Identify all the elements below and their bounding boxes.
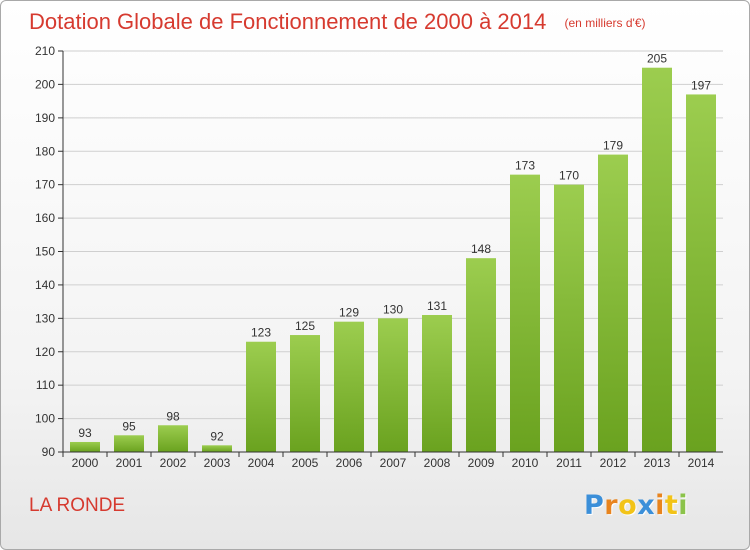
bar-2000 bbox=[70, 441, 100, 452]
logo-letter: r bbox=[604, 490, 619, 521]
chart-title-text: Dotation Globale de Fonctionnement de 20… bbox=[29, 9, 547, 34]
bar-2001 bbox=[114, 435, 144, 452]
bar-2012 bbox=[598, 154, 628, 452]
logo-letter: i bbox=[655, 490, 665, 521]
value-label-2005: 125 bbox=[295, 319, 315, 333]
value-label-2001: 95 bbox=[122, 419, 136, 433]
value-label-2013: 205 bbox=[647, 52, 667, 66]
value-label-2008: 131 bbox=[427, 299, 447, 313]
bar-2013 bbox=[642, 67, 672, 452]
bar-2011 bbox=[554, 184, 584, 452]
x-tick-label-2001: 2001 bbox=[116, 456, 143, 470]
y-tick-label: 120 bbox=[35, 345, 55, 359]
x-tick-label-2003: 2003 bbox=[204, 456, 231, 470]
x-tick-label-2000: 2000 bbox=[72, 456, 99, 470]
y-tick-label: 90 bbox=[42, 445, 56, 459]
x-tick-label-2009: 2009 bbox=[468, 456, 495, 470]
labels: 90 100 110 120 130 140 150 160 170 180 190 200 210 93… bbox=[35, 44, 715, 470]
y-tick-label: 140 bbox=[35, 278, 55, 292]
x-tick-label-2014: 2014 bbox=[688, 456, 715, 470]
x-tick-label-2006: 2006 bbox=[336, 456, 363, 470]
y-tick-label: 100 bbox=[35, 412, 55, 426]
bar-2008 bbox=[422, 314, 452, 452]
y-tick-label: 150 bbox=[35, 245, 55, 259]
y-tick-label: 200 bbox=[35, 77, 55, 91]
bar-2007 bbox=[378, 318, 408, 452]
x-tick-label-2010: 2010 bbox=[512, 456, 539, 470]
axes bbox=[58, 50, 723, 457]
y-tick-label: 190 bbox=[35, 111, 55, 125]
x-tick-label-2002: 2002 bbox=[160, 456, 187, 470]
value-label-2004: 123 bbox=[251, 326, 271, 340]
bar-2002 bbox=[158, 425, 188, 452]
y-tick-label: 170 bbox=[35, 178, 55, 192]
chart-title: Dotation Globale de Fonctionnement de 20… bbox=[29, 9, 646, 35]
x-tick-label-2013: 2013 bbox=[644, 456, 671, 470]
value-label-2014: 197 bbox=[691, 78, 711, 92]
logo-letter: P bbox=[584, 490, 605, 521]
logo-letter: i bbox=[678, 490, 689, 521]
x-tick-label-2012: 2012 bbox=[600, 456, 627, 470]
y-tick-label: 180 bbox=[35, 144, 55, 158]
x-tick-label-2005: 2005 bbox=[292, 456, 319, 470]
bar-2004 bbox=[246, 341, 276, 452]
value-label-2003: 92 bbox=[210, 429, 224, 443]
bar-2009 bbox=[466, 258, 496, 452]
value-label-2010: 173 bbox=[515, 159, 535, 173]
value-label-2006: 129 bbox=[339, 306, 359, 320]
commune-name: LA RONDE bbox=[29, 495, 126, 516]
value-label-2009: 148 bbox=[471, 242, 491, 256]
value-label-2012: 179 bbox=[603, 139, 623, 153]
bars bbox=[70, 67, 716, 453]
x-tick-label-2011: 2011 bbox=[556, 456, 582, 470]
x-tick-label-2004: 2004 bbox=[248, 456, 275, 470]
bar-2005 bbox=[290, 335, 320, 452]
bar-2014 bbox=[686, 94, 716, 453]
value-label-2007: 130 bbox=[383, 302, 403, 316]
y-tick-label: 130 bbox=[35, 311, 55, 325]
logo-letter: x bbox=[637, 490, 656, 521]
y-tick-label: 110 bbox=[36, 378, 55, 392]
logo-letter: t bbox=[664, 490, 679, 521]
value-label-2011: 170 bbox=[559, 169, 579, 183]
x-tick-label-2008: 2008 bbox=[424, 456, 451, 470]
logo-letter: o bbox=[618, 490, 638, 521]
value-label-2000: 93 bbox=[78, 426, 92, 440]
y-tick-label: 160 bbox=[35, 211, 55, 225]
x-tick-label-2007: 2007 bbox=[380, 456, 407, 470]
chart-subtitle: (en milliers d'€) bbox=[564, 16, 646, 31]
value-label-2002: 98 bbox=[166, 409, 180, 423]
y-tick-label: 210 bbox=[35, 44, 55, 58]
bar-2003 bbox=[202, 445, 232, 452]
bar-2006 bbox=[334, 321, 364, 452]
proxiti-logo: Proxiti bbox=[584, 490, 688, 521]
bar-2010 bbox=[510, 174, 540, 452]
